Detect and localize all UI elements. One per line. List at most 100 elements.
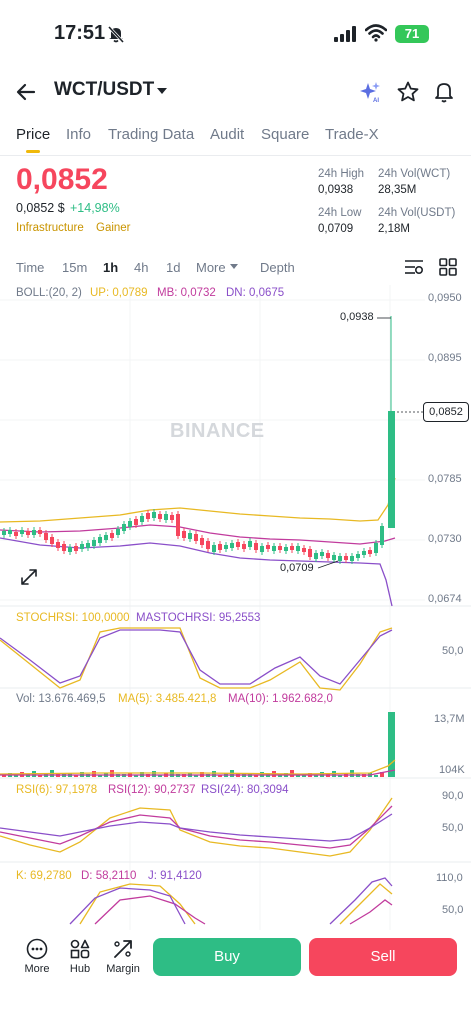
- chart-high-label: 0,0938: [340, 311, 374, 323]
- candle-body: [374, 543, 378, 553]
- candle-body: [314, 553, 318, 559]
- kdj-d-line: [349, 899, 393, 925]
- back-arrow-icon[interactable]: [14, 80, 38, 104]
- stat-24h-high-label: 24h High: [318, 168, 365, 180]
- interval-1h[interactable]: 1h: [103, 260, 119, 275]
- candle-body: [284, 547, 288, 551]
- bell-off-icon: [107, 25, 125, 44]
- kdj-axis-top: 110,0: [436, 872, 463, 884]
- chart-low-label: 0,0709: [280, 562, 314, 574]
- candles: [2, 316, 395, 564]
- interval-depth[interactable]: Depth: [260, 260, 295, 275]
- tab-trading-data[interactable]: Trading Data: [108, 126, 195, 143]
- kdj-k-line: [339, 883, 393, 925]
- pair-dropdown-caret-icon[interactable]: [156, 86, 168, 96]
- volume-bar: [14, 775, 18, 777]
- margin-button[interactable]: Margin: [103, 938, 143, 975]
- tag-infrastructure[interactable]: Infrastructure: [16, 222, 84, 234]
- candle-body: [388, 411, 395, 528]
- stoch-axis-label: 50,0: [442, 645, 464, 657]
- boll-legend: BOLL:(20, 2): [16, 287, 82, 299]
- rsi-lines: [0, 797, 393, 857]
- tab-square[interactable]: Square: [261, 126, 310, 143]
- more-dots-icon: [26, 938, 48, 960]
- candlestick-chart[interactable]: [0, 282, 471, 930]
- candle-body: [122, 524, 126, 531]
- candle-body: [218, 544, 222, 550]
- volume-bar: [74, 775, 78, 777]
- candle-body: [104, 535, 108, 540]
- tab-price[interactable]: Price: [16, 126, 51, 143]
- more-dropdown-caret-icon[interactable]: [229, 263, 239, 271]
- candle-body: [206, 541, 210, 549]
- binance-watermark: BINANCE: [170, 420, 265, 442]
- volume-bar: [194, 775, 198, 777]
- stat-24h-high-value: 0,0938: [318, 184, 354, 196]
- interval-time[interactable]: Time: [16, 260, 45, 275]
- boll-lower-line: [0, 537, 393, 607]
- more-button[interactable]: More: [17, 938, 57, 975]
- tab-audit[interactable]: Audit: [210, 126, 245, 143]
- stat-24h-vol-base-value: 28,35M: [378, 184, 417, 196]
- rsi24-line: [0, 813, 393, 842]
- interval-bar: Time 15m 1h 4h 1d More Depth: [0, 254, 471, 280]
- alert-bell-icon[interactable]: [432, 80, 456, 104]
- interval-more[interactable]: More: [196, 260, 226, 275]
- layout-grid-icon[interactable]: [438, 258, 458, 276]
- volume-bar: [92, 771, 96, 777]
- candle-body: [248, 541, 252, 547]
- candle-body: [320, 552, 324, 556]
- candle-body: [116, 529, 120, 535]
- volume-bar: [152, 771, 156, 777]
- current-price-tag: 0,0852: [423, 402, 469, 422]
- candle-body: [74, 546, 78, 551]
- candle-body: [152, 512, 156, 518]
- indicator-settings-icon[interactable]: [404, 258, 424, 276]
- tab-info[interactable]: Info: [66, 126, 92, 143]
- boll-up-legend: UP: 0,0789: [90, 287, 148, 299]
- kdj-j-legend: J: 91,4120: [148, 870, 202, 882]
- boll-dn-legend: DN: 0,0675: [226, 287, 285, 299]
- interval-1d[interactable]: 1d: [166, 260, 181, 275]
- detail-tabs: Price Info Trading Data Audit Square Tra…: [0, 120, 471, 156]
- candle-body: [170, 515, 174, 520]
- interval-15m[interactable]: 15m: [62, 260, 88, 275]
- candle-body: [176, 514, 180, 536]
- price-change-percent: +14,98%: [70, 201, 120, 215]
- candle-body: [98, 537, 102, 543]
- tab-trade-x[interactable]: Trade-X: [325, 126, 379, 143]
- battery-indicator: 71: [395, 25, 429, 43]
- tag-gainer[interactable]: Gainer: [96, 222, 131, 234]
- volume-bar: [278, 775, 282, 777]
- chart-grid: [0, 285, 471, 930]
- candle-body: [50, 537, 54, 544]
- candle-body: [356, 554, 360, 558]
- candle-body: [254, 543, 258, 550]
- candle-body: [38, 530, 42, 534]
- margin-icon: [114, 940, 132, 958]
- ai-sparkle-icon[interactable]: AI: [358, 80, 382, 104]
- candle-body: [56, 542, 60, 548]
- candle-body: [290, 546, 294, 550]
- vol-axis-top: 13,7M: [434, 713, 465, 725]
- candle-body: [86, 543, 90, 548]
- candle-body: [326, 553, 330, 558]
- sell-button[interactable]: Sell: [309, 938, 457, 976]
- fullscreen-expand-icon[interactable]: [18, 566, 40, 588]
- pair-title[interactable]: WCT/USDT: [54, 79, 155, 100]
- buy-button[interactable]: Buy: [153, 938, 301, 976]
- candle-body: [338, 556, 342, 561]
- last-price: 0,0852: [16, 163, 108, 196]
- candle-body: [110, 533, 114, 538]
- volume-bar: [218, 775, 222, 777]
- volume-bar: [254, 775, 258, 777]
- favorite-star-icon[interactable]: [396, 80, 420, 104]
- candle-body: [308, 549, 312, 557]
- interval-4h[interactable]: 4h: [134, 260, 149, 275]
- hub-button[interactable]: Hub: [60, 938, 100, 975]
- price-axis-label: 0,0895: [428, 352, 462, 364]
- candle-body: [140, 516, 144, 522]
- price-axis-label: 0,0950: [428, 292, 462, 304]
- volume-bar: [98, 775, 102, 777]
- candle-body: [236, 542, 240, 547]
